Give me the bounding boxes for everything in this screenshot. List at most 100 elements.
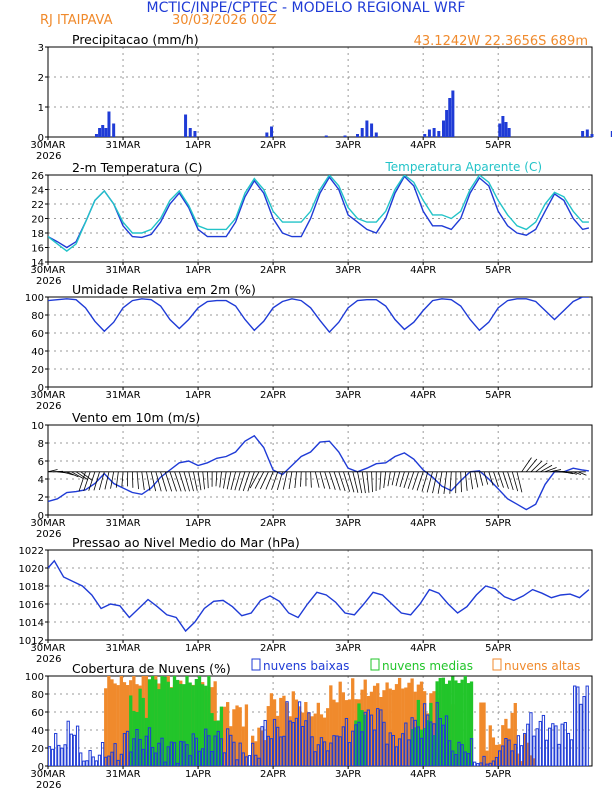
wind-barb-58 [319, 471, 326, 489]
cloud-bar-nuvens-baixas-36 [160, 737, 164, 766]
cloud-bar-nuvens-baixas-14 [91, 756, 95, 766]
cloud-bar-nuvens-baixas-35 [157, 742, 161, 766]
cloud-bar-nuvens-baixas-133 [463, 751, 467, 766]
p6-xtick-label-6: 5APR [485, 769, 511, 780]
wind-barb-112 [573, 471, 582, 476]
cloud-bar-nuvens-altas-89 [385, 682, 389, 766]
precip-bar-17 [374, 132, 378, 137]
wind-barb-38 [223, 471, 227, 489]
cloud-bar-nuvens-baixas-153 [526, 723, 530, 766]
wind-barb-59 [324, 471, 331, 490]
cloud-bar-nuvens-medias-4 [141, 697, 145, 766]
cloud-bar-nuvens-baixas-80 [297, 701, 302, 766]
precip-bar-25 [451, 90, 455, 137]
cloud-bar-nuvens-baixas-72 [272, 718, 277, 766]
p4-xtick-label-3: 2APR [260, 518, 286, 529]
wind-barb-12 [98, 471, 105, 491]
wind-barb-106 [544, 467, 557, 473]
precip-bar-32 [590, 134, 594, 137]
cloud-bar-nuvens-baixas-20 [110, 751, 114, 766]
cloud-bar-nuvens-baixas-135 [469, 738, 474, 766]
p5-xtick-label-0: 30MAR [30, 643, 65, 654]
cloud-bar-nuvens-baixas-164 [560, 723, 564, 766]
wind-barb-82 [426, 471, 433, 493]
cloud-bar-nuvens-baixas-62 [241, 752, 245, 766]
wind-barb-40 [230, 471, 236, 490]
cloud-bar-nuvens-baixas-150 [516, 735, 521, 766]
cloud-bar-nuvens-baixas-102 [366, 709, 370, 766]
p2-ytick-label-5: 24 [31, 186, 44, 197]
precip-bar-28 [504, 122, 508, 137]
wind-barb-43 [242, 471, 251, 492]
cloud-bar-nuvens-baixas-144 [498, 750, 502, 766]
cloud-bar-nuvens-medias-11 [163, 676, 167, 766]
cloud-bar-nuvens-baixas-156 [535, 728, 539, 766]
header-run: 30/03/2026 00Z [172, 13, 277, 28]
cloud-bar-nuvens-medias-18 [185, 676, 189, 766]
cloud-bar-nuvens-baixas-85 [313, 751, 317, 766]
cloud-bar-nuvens-baixas-132 [460, 744, 464, 766]
p3-ytick-label-1: 20 [31, 365, 44, 376]
cloud-bar-nuvens-baixas-60 [235, 759, 239, 766]
wind-barb-86 [449, 471, 452, 494]
wind-barb-62 [338, 471, 346, 492]
cloud-bar-nuvens-altas-116 [494, 744, 499, 766]
cloud-bar-nuvens-altas-73 [335, 702, 339, 766]
wind-barb-21 [146, 471, 151, 491]
cloud-bar-nuvens-baixas-100 [360, 731, 364, 766]
cloud-bar-nuvens-baixas-96 [347, 742, 352, 766]
wind-barb-96 [497, 471, 504, 488]
precip-bar-0 [94, 134, 98, 137]
p1-frame [47, 46, 593, 138]
header-title: MCTIC/INPE/CPTEC - MODELO REGIONAL WRF [147, 0, 466, 16]
wind-barb-60 [328, 471, 336, 490]
p3-xtick-label-2: 1APR [185, 390, 211, 401]
wind-barb-88 [460, 471, 462, 493]
wind-barb-92 [479, 471, 484, 486]
precip-bar-8 [193, 131, 197, 137]
precip-bar-21 [437, 131, 441, 137]
cloud-bar-nuvens-baixas-84 [310, 736, 314, 766]
cloud-bar-nuvens-baixas-0 [48, 746, 52, 766]
wind-barb-81 [421, 471, 429, 492]
cloud-bar-nuvens-baixas-1 [50, 748, 55, 766]
wind-barb-25 [164, 471, 173, 492]
p2-xtick-label-4: 3APR [335, 265, 361, 276]
p3-title: Umidade Relativa em 2m (%) [72, 282, 256, 297]
cloud-bar-nuvens-baixas-119 [419, 737, 424, 766]
wind-barb-33 [202, 471, 205, 490]
cloud-bar-nuvens-baixas-129 [451, 750, 455, 766]
cloud-bar-nuvens-baixas-37 [163, 761, 167, 766]
p5-ytick-label-0: 1012 [19, 636, 44, 647]
precip-bar-6 [184, 114, 188, 137]
wind-barb-9 [83, 471, 91, 492]
cloud-bar-nuvens-baixas-171 [582, 696, 586, 766]
cloud-bar-nuvens-medias-7 [150, 676, 155, 766]
cloud-bar-nuvens-medias-22 [197, 676, 202, 766]
wind-barb-51 [282, 471, 288, 490]
legend-clouds-low: nuvens baixas [263, 659, 349, 673]
cloud-bar-nuvens-baixas-4 [60, 747, 64, 766]
cloud-bar-nuvens-baixas-6 [66, 720, 70, 766]
cloud-bar-nuvens-baixas-158 [541, 714, 546, 766]
cloud-bar-nuvens-altas-70 [326, 708, 330, 766]
p3-ytick-label-3: 60 [31, 329, 44, 340]
wind-barb-6 [75, 471, 89, 481]
cloud-bar-nuvens-baixas-138 [479, 762, 483, 766]
cloud-bar-nuvens-baixas-170 [579, 703, 583, 766]
cloud-bar-nuvens-baixas-73 [276, 726, 280, 766]
cloud-bar-nuvens-baixas-3 [57, 744, 61, 766]
wind-barb-46 [254, 471, 265, 489]
p2-ytick-label-3: 20 [31, 215, 44, 226]
cloud-bar-nuvens-baixas-134 [466, 753, 471, 766]
cloud-bar-nuvens-baixas-141 [488, 762, 492, 766]
p3-xtick-label-6: 5APR [485, 390, 511, 401]
wind-barb-7 [80, 471, 93, 481]
p2-xtick-label-0: 30MAR [30, 265, 65, 276]
wind-barb-103 [530, 460, 543, 473]
precip-bar-19 [427, 129, 431, 137]
wind-barb-4 [66, 471, 79, 478]
p5-year-label: 2026 [36, 654, 61, 665]
p1-xtick-label-6: 5APR [485, 140, 511, 151]
